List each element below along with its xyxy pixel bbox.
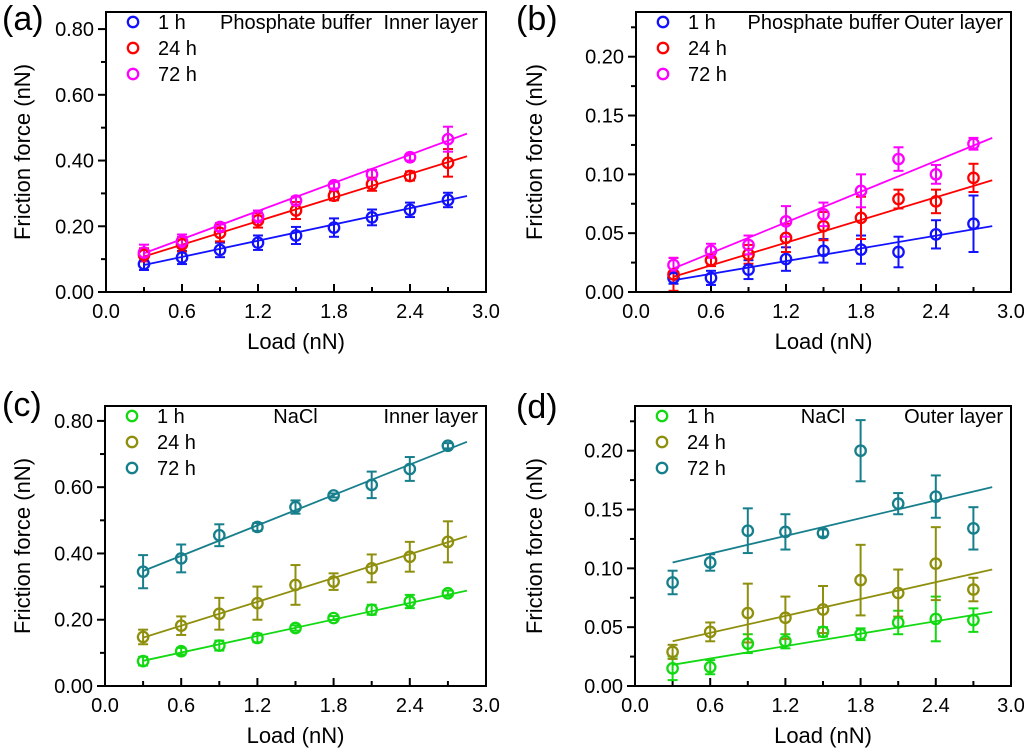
legend-label: 24 h <box>688 38 727 60</box>
panel-letter-d: (d) <box>516 390 558 424</box>
y-tick-label: 0.80 <box>54 411 93 433</box>
legend-marker <box>657 463 667 473</box>
y-tick-label: 0.00 <box>585 282 624 304</box>
x-tick-label: 1.2 <box>771 695 799 717</box>
x-axis-title: Load (nN) <box>774 723 872 748</box>
fit-line <box>674 138 993 269</box>
panel-letter-b: (b) <box>516 2 558 36</box>
y-tick-label: 0.40 <box>54 543 93 565</box>
x-tick-label: 0.0 <box>621 695 649 717</box>
legend-marker <box>658 43 668 53</box>
y-tick-label: 0.20 <box>585 47 624 69</box>
legend-marker <box>128 69 138 79</box>
annotation-solution: NaCl <box>273 406 317 428</box>
y-tick-label: 0.60 <box>55 85 94 107</box>
x-tick-label: 1.8 <box>847 695 875 717</box>
x-tick-label: 1.8 <box>320 695 348 717</box>
y-tick-label: 0.00 <box>584 676 623 698</box>
y-axis-title: Friction force (nN) <box>10 458 35 634</box>
legend-marker <box>127 463 137 473</box>
x-tick-label: 1.2 <box>772 301 800 323</box>
charts-canvas: 0.0 0.6 1.2 1.8 2.4 3.0 0.00 0.20 0.40 0.60 0.80 Lo… <box>0 0 1024 756</box>
x-tick-label: 2.4 <box>922 695 950 717</box>
x-axis-title: Load (nN) <box>247 329 345 354</box>
legend-label: 72 h <box>688 64 727 86</box>
x-tick-label: 0.0 <box>91 695 119 717</box>
x-tick-label: 0.6 <box>167 695 195 717</box>
y-tick-label: 0.40 <box>55 151 94 173</box>
y-tick-label: 0.15 <box>584 500 623 522</box>
y-tick-label: 0.05 <box>584 617 623 639</box>
legend-label: 1 h <box>157 406 185 428</box>
fit-line <box>143 591 467 661</box>
legend-marker <box>128 17 138 27</box>
x-tick-label: 0.0 <box>92 301 120 323</box>
y-tick-label: 0.10 <box>585 164 624 186</box>
x-tick-label: 1.8 <box>847 301 875 323</box>
y-tick-label: 0.20 <box>55 216 94 238</box>
annotation-solution: NaCl <box>801 406 845 428</box>
fit-line <box>673 487 993 562</box>
fit-line <box>674 180 993 276</box>
x-tick-label: 3.0 <box>472 695 500 717</box>
fit-line <box>674 226 993 280</box>
panel-letter-a: (a) <box>2 2 44 36</box>
legend-label: 72 h <box>687 458 726 480</box>
x-tick-label: 2.4 <box>396 301 424 323</box>
y-axis-title: Friction force (nN) <box>522 458 547 634</box>
y-tick-label: 0.10 <box>584 558 623 580</box>
panel-letter-c: (c) <box>2 388 42 422</box>
x-tick-label: 3.0 <box>472 301 500 323</box>
legend-label: 72 h <box>158 64 197 86</box>
y-axis-title: Friction force (nN) <box>522 64 547 240</box>
y-axis-title: Friction force (nN) <box>10 64 35 240</box>
legend-label: 24 h <box>157 432 196 454</box>
legend-marker <box>657 411 667 421</box>
legend-marker <box>127 437 137 447</box>
annotation-layer: Outer layer <box>904 406 1003 428</box>
y-tick-label: 0.00 <box>54 676 93 698</box>
legend-label: 72 h <box>157 458 196 480</box>
legend-label: 24 h <box>158 38 197 60</box>
legend-marker <box>127 411 137 421</box>
annotation-layer: Inner layer <box>384 406 479 428</box>
four-panel-friction-figure: 0.0 0.6 1.2 1.8 2.4 3.0 0.00 0.20 0.40 0.60 0.80 Lo… <box>0 0 1024 756</box>
annotation-layer: Inner layer <box>384 12 479 34</box>
legend-marker <box>657 437 667 447</box>
legend-marker <box>658 17 668 27</box>
y-tick-label: 0.80 <box>55 19 94 41</box>
legend-label: 1 h <box>688 12 716 34</box>
x-tick-label: 2.4 <box>922 301 950 323</box>
fit-line <box>144 134 467 254</box>
x-tick-label: 1.2 <box>243 695 271 717</box>
x-tick-label: 3.0 <box>997 301 1024 323</box>
x-tick-label: 0.6 <box>696 695 724 717</box>
annotation-solution: Phosphate buffer <box>748 12 900 34</box>
legend-label: 1 h <box>158 12 186 34</box>
x-axis-title: Load (nN) <box>775 329 873 354</box>
x-tick-label: 1.2 <box>244 301 272 323</box>
legend-label: 24 h <box>687 432 726 454</box>
y-tick-label: 0.20 <box>584 441 623 463</box>
x-tick-label: 0.6 <box>168 301 196 323</box>
y-tick-label: 0.00 <box>55 282 94 304</box>
legend-marker <box>658 69 668 79</box>
y-tick-label: 0.05 <box>585 223 624 245</box>
annotation-solution: Phosphate buffer <box>220 12 372 34</box>
fit-line <box>673 612 993 665</box>
y-tick-label: 0.20 <box>54 610 93 632</box>
x-tick-label: 3.0 <box>997 695 1024 717</box>
annotation-layer: Outer layer <box>904 12 1003 34</box>
x-tick-label: 0.0 <box>622 301 650 323</box>
legend-label: 1 h <box>687 406 715 428</box>
fit-line <box>673 570 993 642</box>
legend-marker <box>128 43 138 53</box>
x-tick-label: 0.6 <box>697 301 725 323</box>
y-tick-label: 0.15 <box>585 106 624 128</box>
y-tick-label: 0.60 <box>54 477 93 499</box>
x-tick-label: 1.8 <box>320 301 348 323</box>
x-tick-label: 2.4 <box>396 695 424 717</box>
x-axis-title: Load (nN) <box>247 723 345 748</box>
